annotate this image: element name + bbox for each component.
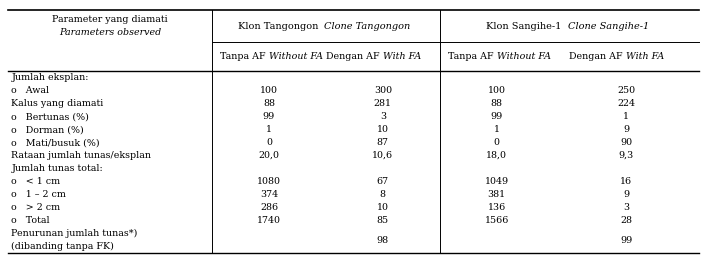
Text: 9,3: 9,3 xyxy=(619,151,633,160)
Text: 98: 98 xyxy=(377,236,389,245)
Text: 20,0: 20,0 xyxy=(259,151,279,160)
Text: 10: 10 xyxy=(377,203,389,212)
Text: o   < 1 cm: o < 1 cm xyxy=(11,177,60,186)
Text: 10,6: 10,6 xyxy=(373,151,393,160)
Text: o   > 2 cm: o > 2 cm xyxy=(11,203,60,212)
Text: Penurunan jumlah tunas*): Penurunan jumlah tunas*) xyxy=(11,229,138,238)
Text: Tanpa AF: Tanpa AF xyxy=(221,52,269,61)
Text: 1: 1 xyxy=(266,125,272,134)
Text: 3: 3 xyxy=(380,112,386,121)
Text: 1566: 1566 xyxy=(484,216,509,225)
Text: Clone Sangihe-1: Clone Sangihe-1 xyxy=(568,22,649,31)
Text: o   Total: o Total xyxy=(11,216,50,225)
Text: 1: 1 xyxy=(493,125,500,134)
Text: 90: 90 xyxy=(620,138,632,147)
Text: (dibanding tanpa FK): (dibanding tanpa FK) xyxy=(11,242,115,251)
Text: Without FA: Without FA xyxy=(497,52,551,61)
Text: 136: 136 xyxy=(488,203,506,212)
Text: Dengan AF: Dengan AF xyxy=(326,52,382,61)
Text: 28: 28 xyxy=(620,216,632,225)
Text: Jumlah eksplan:: Jumlah eksplan: xyxy=(11,73,89,82)
Text: 99: 99 xyxy=(620,236,632,245)
Text: 100: 100 xyxy=(260,86,278,95)
Text: 18,0: 18,0 xyxy=(486,151,507,160)
Text: 67: 67 xyxy=(377,177,389,186)
Text: Clone Tangongon: Clone Tangongon xyxy=(325,22,411,31)
Text: 9: 9 xyxy=(623,190,629,199)
Text: o   Bertunas (%): o Bertunas (%) xyxy=(11,112,89,121)
Text: 224: 224 xyxy=(617,99,635,108)
Text: Klon Tangongon: Klon Tangongon xyxy=(238,22,325,31)
Text: 374: 374 xyxy=(260,190,278,199)
Text: With FA: With FA xyxy=(382,52,421,61)
Text: 281: 281 xyxy=(374,99,392,108)
Text: o   Awal: o Awal xyxy=(11,86,49,95)
Text: 3: 3 xyxy=(623,203,629,212)
Text: 0: 0 xyxy=(493,138,500,147)
Text: Klon Sangihe-1: Klon Sangihe-1 xyxy=(486,22,568,31)
Text: 1049: 1049 xyxy=(484,177,509,186)
Text: 1: 1 xyxy=(623,112,629,121)
Text: 0: 0 xyxy=(266,138,272,147)
Text: 87: 87 xyxy=(377,138,389,147)
Text: 10: 10 xyxy=(377,125,389,134)
Text: 16: 16 xyxy=(620,177,632,186)
Text: 300: 300 xyxy=(374,86,392,95)
Text: 250: 250 xyxy=(617,86,635,95)
Text: With FA: With FA xyxy=(626,52,665,61)
Text: o   1 – 2 cm: o 1 – 2 cm xyxy=(11,190,66,199)
Text: Rataan jumlah tunas/eksplan: Rataan jumlah tunas/eksplan xyxy=(11,151,151,160)
Text: o   Dorman (%): o Dorman (%) xyxy=(11,125,84,134)
Text: Parameter yang diamati: Parameter yang diamati xyxy=(52,15,168,24)
Text: 99: 99 xyxy=(263,112,275,121)
Text: 1080: 1080 xyxy=(257,177,281,186)
Text: o   Mati/busuk (%): o Mati/busuk (%) xyxy=(11,138,100,147)
Text: 88: 88 xyxy=(263,99,275,108)
Text: Jumlah tunas total:: Jumlah tunas total: xyxy=(11,164,103,173)
Text: 88: 88 xyxy=(491,99,503,108)
Text: 9: 9 xyxy=(623,125,629,134)
Text: 85: 85 xyxy=(377,216,389,225)
Text: 381: 381 xyxy=(488,190,506,199)
Text: Kalus yang diamati: Kalus yang diamati xyxy=(11,99,103,108)
Text: 99: 99 xyxy=(491,112,503,121)
Text: Parameters observed: Parameters observed xyxy=(59,28,161,37)
Text: 1740: 1740 xyxy=(257,216,281,225)
Text: 100: 100 xyxy=(488,86,506,95)
Text: Without FA: Without FA xyxy=(269,52,323,61)
Text: Dengan AF: Dengan AF xyxy=(569,52,626,61)
Text: Tanpa AF: Tanpa AF xyxy=(448,52,497,61)
Text: 286: 286 xyxy=(260,203,278,212)
Text: 8: 8 xyxy=(380,190,386,199)
